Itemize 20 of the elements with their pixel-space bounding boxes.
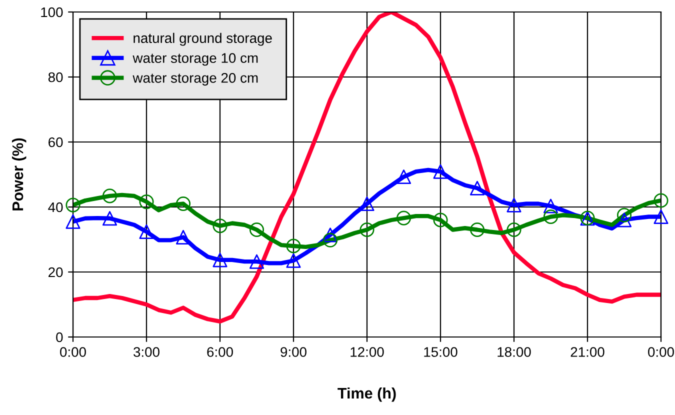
y-tick-label: 20 — [48, 267, 63, 278]
x-tick-label: 0:00 — [648, 347, 674, 357]
x-tick-label: 3:00 — [134, 347, 160, 357]
x-tick-label: 15:00 — [424, 347, 458, 357]
x-tick-label: 0:00 — [60, 347, 86, 357]
y-tick-label: 40 — [48, 202, 63, 212]
y-tick-label: 80 — [48, 72, 63, 82]
y-tick-label: 0 — [56, 332, 63, 342]
legend-label: water storage 10 cm — [132, 53, 258, 66]
y-tick-label: 60 — [48, 137, 63, 148]
x-axis-title: Time (h) — [338, 387, 396, 402]
y-axis-title: Power (%) — [12, 138, 26, 210]
legend-label: natural ground storage — [134, 32, 272, 46]
x-tick-label: 18:00 — [498, 347, 531, 357]
x-tick-label: 9:00 — [280, 347, 306, 357]
x-tick-label: 12:00 — [350, 347, 384, 357]
x-tick-label: 21:00 — [570, 347, 604, 357]
legend-label: water storage 20 cm — [132, 72, 258, 86]
x-tick-label: 6:00 — [207, 347, 233, 357]
y-tick-label: 100 — [41, 7, 63, 18]
